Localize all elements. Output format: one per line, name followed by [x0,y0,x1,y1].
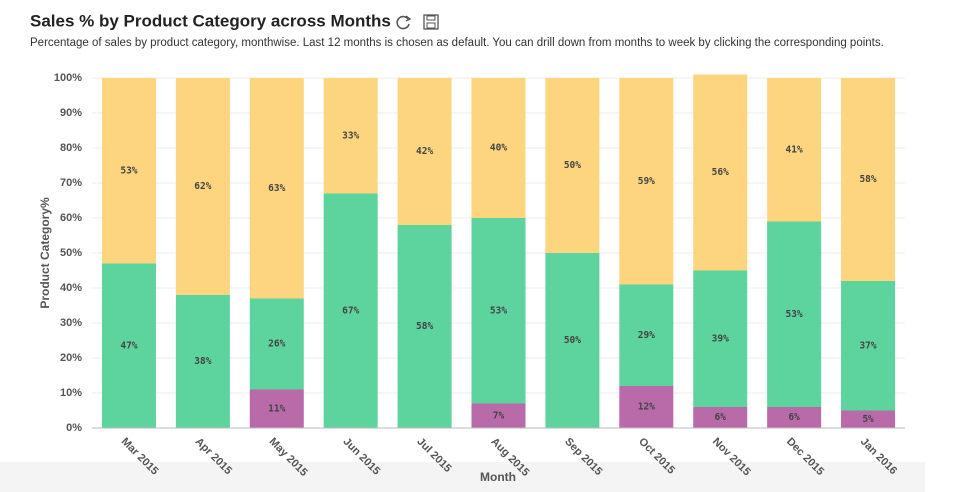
bar-segment [249,78,304,299]
bar-segment [767,407,822,428]
bar-segment [175,295,230,428]
data-label: 26% [268,339,285,350]
bar-segment [841,281,896,411]
bar-segment [619,386,674,428]
footer-band [0,462,925,492]
bar-segment [471,403,526,428]
data-label: 42% [416,146,433,157]
data-label: 50% [564,160,581,171]
y-tick-label: 70% [60,177,82,189]
data-label: 47% [120,340,137,351]
y-tick-label: 80% [60,142,82,154]
bar-segment [249,389,304,428]
bar-segment [619,78,674,285]
data-label: 53% [120,165,137,176]
bar-segment [397,225,452,428]
y-tick-label: 20% [60,352,82,364]
data-label: 11% [268,403,285,414]
bar-segment [101,78,156,264]
chart-subtitle: Percentage of sales by product category,… [30,37,884,49]
data-label: 59% [638,176,655,187]
bar-segment [101,263,156,428]
data-label: 6% [715,412,727,423]
y-tick-label: 0% [66,422,82,434]
data-label: 67% [342,305,359,316]
bar-segment [693,407,748,428]
bar-segment [397,78,452,225]
bar-segment [323,78,378,194]
data-label: 53% [786,309,803,320]
data-label: 40% [490,143,507,154]
data-label: 39% [712,333,729,344]
chart-title: Sales % by Product Category across Month… [30,11,391,30]
data-label: 53% [490,305,507,316]
y-tick-label: 100% [54,72,82,84]
data-label: 58% [859,174,876,185]
bar-segment [471,218,526,404]
data-label: 12% [638,402,655,413]
bar-segment [545,253,600,428]
data-label: 7% [493,410,505,421]
refresh-icon[interactable] [396,15,412,30]
data-label: 63% [268,183,285,194]
y-tick-label: 10% [60,387,82,399]
data-label: 50% [564,335,581,346]
y-tick-label: 40% [60,282,82,294]
y-tick-label: 50% [60,247,82,259]
data-label: 38% [194,356,211,367]
y-tick-label: 30% [60,317,82,329]
data-label: 29% [638,330,655,341]
bar-segment [545,78,600,253]
data-label: 37% [859,340,876,351]
bar-segment [693,270,748,407]
data-label: 58% [416,321,433,332]
bar-segment [767,221,822,407]
bar-segment [471,78,526,218]
data-label: 5% [862,414,874,425]
y-tick-label: 60% [60,212,82,224]
y-tick-label: 90% [60,107,82,119]
bar-segment [323,193,378,428]
x-axis-title: Month [480,470,516,484]
data-label: 6% [788,412,800,423]
data-label: 41% [786,144,803,155]
bar-segment [249,298,304,390]
bar-segment [693,74,748,271]
data-label: 62% [194,181,211,192]
bar-segment [619,284,674,386]
bar-segment [841,410,896,428]
bar-segment [841,78,896,281]
bar-segment [175,78,230,295]
bar-segment [767,78,822,222]
y-axis-title: Product Category% [38,197,52,309]
data-label: 33% [342,130,359,141]
data-label: 56% [712,167,729,178]
save-icon[interactable] [423,14,439,30]
